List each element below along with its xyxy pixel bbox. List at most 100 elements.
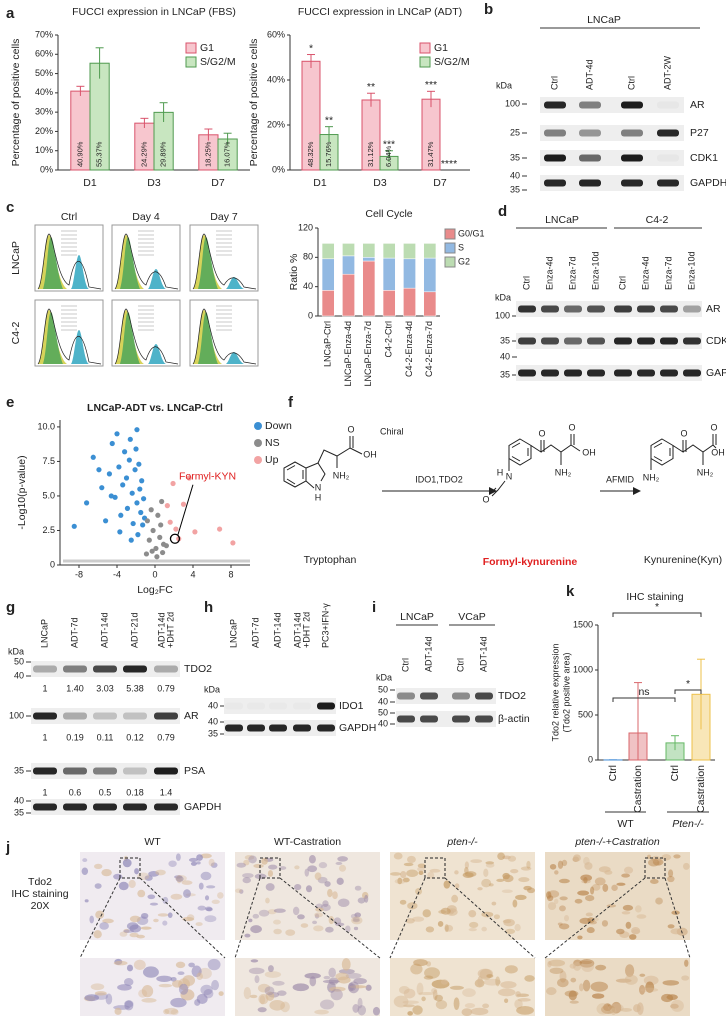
point bbox=[137, 486, 143, 492]
annotation: Formyl-KYN bbox=[179, 471, 236, 483]
tissue-texture bbox=[119, 931, 128, 937]
point bbox=[136, 461, 142, 467]
tissue-texture bbox=[123, 928, 130, 934]
tissue-texture bbox=[468, 928, 477, 932]
protein-label: GAPDH bbox=[339, 722, 376, 734]
tissue-texture bbox=[218, 991, 224, 996]
tissue-texture bbox=[200, 853, 212, 859]
tissue-texture bbox=[569, 1000, 579, 1004]
tissue-texture bbox=[558, 878, 570, 884]
tissue-texture bbox=[512, 899, 518, 908]
tissue-texture bbox=[481, 926, 487, 932]
tissue-texture bbox=[573, 962, 582, 971]
blot-strip bbox=[540, 175, 684, 191]
tissue-texture bbox=[486, 974, 494, 978]
tissue-texture bbox=[579, 983, 584, 992]
bar-segment bbox=[362, 260, 376, 317]
histogram-outline bbox=[37, 308, 102, 365]
tissue-texture bbox=[264, 986, 275, 996]
tissue-texture bbox=[105, 993, 113, 1005]
blot-strip bbox=[224, 698, 336, 714]
lane-label: ADT-21d bbox=[129, 612, 139, 648]
tissue-texture bbox=[323, 975, 331, 980]
bar-segment bbox=[362, 257, 376, 262]
point bbox=[154, 554, 160, 560]
tissue-texture bbox=[273, 928, 282, 935]
tissue-texture bbox=[183, 889, 191, 898]
lane-label: LNCaP bbox=[39, 619, 49, 648]
quant-label: 1.40 bbox=[66, 683, 84, 693]
tissue-texture bbox=[144, 875, 153, 881]
tissue-texture bbox=[248, 967, 265, 975]
tissue-texture bbox=[268, 864, 278, 870]
value-label: 6.04% bbox=[384, 145, 393, 167]
tissue-texture bbox=[122, 858, 132, 868]
value-label: 31.47% bbox=[426, 141, 435, 167]
axis-label: (Tdo2 positive area) bbox=[561, 652, 571, 732]
significance: ** bbox=[367, 81, 375, 93]
tissue-texture bbox=[403, 988, 416, 999]
point bbox=[96, 467, 102, 473]
point bbox=[122, 449, 128, 455]
band bbox=[154, 767, 178, 775]
tissue-texture bbox=[403, 1004, 415, 1008]
band bbox=[518, 337, 536, 345]
tissue-texture bbox=[141, 985, 154, 998]
y-tick-label: 20% bbox=[35, 126, 53, 136]
bar-segment bbox=[423, 243, 437, 259]
atom: NH₂ bbox=[555, 467, 572, 477]
tissue-texture bbox=[631, 927, 641, 935]
point bbox=[157, 534, 163, 540]
tissue-texture bbox=[516, 1006, 534, 1015]
histogram-g2 bbox=[226, 277, 244, 289]
tissue-texture bbox=[314, 912, 323, 918]
tissue-texture bbox=[352, 917, 360, 922]
tissue-texture bbox=[101, 868, 112, 877]
tissue-texture bbox=[514, 923, 521, 932]
band bbox=[657, 129, 679, 137]
lane-label: ADT-14d bbox=[156, 612, 166, 648]
value-label: 48.32% bbox=[306, 141, 315, 167]
reaction-scheme: O OH NH₂ N H Chiral Tryptophan IDO1,TDO2… bbox=[283, 422, 725, 568]
protein-label: CDK1 bbox=[706, 335, 726, 347]
legend-label: G1 bbox=[434, 42, 448, 54]
tissue-texture bbox=[435, 1000, 448, 1010]
y-tick-label: 0% bbox=[40, 164, 53, 174]
tissue-texture bbox=[175, 875, 187, 882]
tissue-texture bbox=[265, 897, 270, 904]
tissue-texture bbox=[239, 889, 244, 894]
band bbox=[621, 129, 643, 137]
tissue-texture bbox=[322, 900, 329, 908]
tissue-texture bbox=[175, 961, 186, 969]
legend-swatch bbox=[444, 242, 456, 254]
tissue-texture bbox=[402, 1000, 419, 1004]
point bbox=[133, 446, 139, 452]
bar-segment bbox=[403, 243, 416, 260]
highlight bbox=[169, 533, 181, 544]
legend-label: S/G2/M bbox=[434, 56, 470, 68]
tissue-texture bbox=[211, 979, 219, 991]
point bbox=[126, 457, 132, 463]
tissue-texture bbox=[518, 877, 530, 883]
tissue-texture bbox=[568, 990, 577, 1001]
tissue-texture bbox=[134, 868, 139, 875]
atom: OH bbox=[363, 449, 377, 459]
tissue-texture bbox=[577, 890, 590, 896]
protein-label: CDK1 bbox=[690, 152, 718, 164]
protein-label: PSA bbox=[184, 765, 205, 777]
band bbox=[397, 692, 415, 700]
point bbox=[158, 522, 164, 528]
y-tick-label: 0 bbox=[50, 559, 55, 569]
tissue-texture bbox=[207, 958, 221, 971]
x-tick-label: -4 bbox=[113, 569, 121, 579]
x-tick-label: LNCaP-Ctrl bbox=[323, 321, 333, 367]
tissue-texture bbox=[547, 902, 557, 910]
tissue-texture bbox=[608, 1003, 624, 1013]
bond bbox=[489, 434, 581, 497]
histogram-g2 bbox=[148, 344, 166, 364]
band bbox=[683, 369, 701, 377]
bracket bbox=[612, 697, 676, 702]
y-tick-label: 0% bbox=[272, 164, 285, 174]
band bbox=[420, 692, 438, 700]
x-tick-label: Castration bbox=[695, 765, 707, 813]
